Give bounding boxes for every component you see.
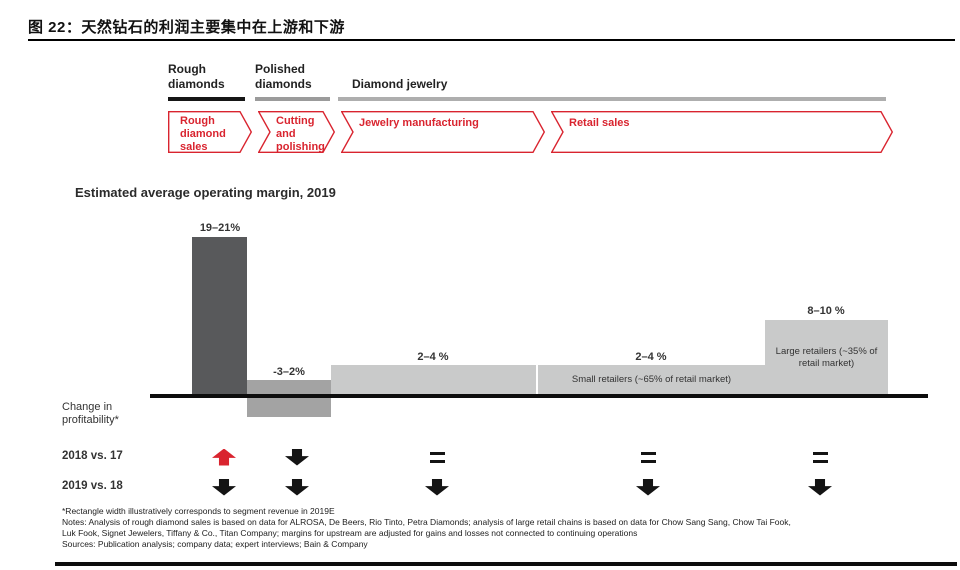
bar-value-label: 8–10 % [807,305,845,317]
bar-annotation-large-retailers: Large retailers (~35% of retail market) [775,345,878,369]
chevron-shape [341,111,545,153]
footnote-sources: Sources: Publication analysis; company d… [62,539,368,549]
equal-sign-icon [640,451,656,463]
process-step-label: Retail sales [569,117,630,129]
stage-label-polished-diamonds: Polished diamonds [255,62,312,91]
chevron-shape [258,111,335,153]
zero-axis-line [150,394,928,398]
stage-label-diamond-jewelry: Diamond jewelry [352,77,448,91]
down-arrow-icon [808,478,832,496]
bar-value-label: 2–4 % [417,351,449,363]
equal-sign-icon [812,451,828,463]
footnote-rectangle-width: *Rectangle width illustratively correspo… [62,506,335,516]
change-cell [275,447,319,467]
down-arrow-icon [636,478,660,496]
change-cell [626,447,670,467]
process-step-jewelry-manufacturing: Jewelry manufacturing [341,111,545,153]
up-arrow-icon [212,448,236,466]
stage-bar-diamond-jewelry [338,97,886,101]
figure-title: 图 22：天然钻石的利润主要集中在上游和下游 [28,19,345,36]
bar-rough-diamond-sales [192,237,247,395]
bar-value-label: -3–2% [273,366,305,378]
change-cell [415,477,459,497]
process-step-label: Cutting and polishing [276,115,325,153]
bar-annotation-small-retailers: Small retailers (~65% of retail market) [571,374,732,385]
footnote-notes-line2: Luk Fook, Signet Jewelers, Tiffany & Co.… [62,528,638,538]
process-step-label: Jewelry manufacturing [359,117,479,129]
change-in-profitability-label: Change in profitability* [62,401,119,426]
bar-jewelry-manufacturing [331,365,536,395]
change-cell [275,477,319,497]
bar-large-retailers: Large retailers (~35% of retail market) [765,320,888,395]
change-cell [798,477,842,497]
process-step-retail-sales: Retail sales [551,111,893,153]
row-label-2019-vs-18: 2019 vs. 18 [62,480,123,492]
stage-bar-polished-diamonds [255,97,330,101]
bar-value-label: 19–21% [199,222,241,234]
equal-sign-icon [429,451,445,463]
bar-small-retailers: Small retailers (~65% of retail market) [538,365,765,395]
change-cell [202,477,246,497]
down-arrow-icon [425,478,449,496]
change-cell [626,477,670,497]
down-arrow-icon [285,478,309,496]
change-cell [798,447,842,467]
bar-cutting-and-polishing [247,380,331,417]
change-cell [415,447,459,467]
footnote-notes-line1: Notes: Analysis of rough diamond sales i… [62,517,791,527]
title-underline [28,39,955,41]
process-step-cutting-and-polishing: Cutting and polishing [258,111,335,153]
down-arrow-icon [285,448,309,466]
row-label-2018-vs-17: 2018 vs. 17 [62,450,123,462]
stage-label-rough-diamonds: Rough diamonds [168,62,225,91]
bar-value-label: 2–4 % [635,351,667,363]
process-step-rough-diamond-sales: Rough diamond sales [168,111,252,153]
chart-title: Estimated average operating margin, 2019 [75,185,336,200]
change-cell [202,447,246,467]
chevron-shape [551,111,893,153]
chevron-shape [168,111,252,153]
process-step-label: Rough diamond sales [180,115,226,153]
stage-bar-rough-diamonds [168,97,245,101]
down-arrow-icon [212,478,236,496]
figure-bottom-rule [55,562,957,566]
